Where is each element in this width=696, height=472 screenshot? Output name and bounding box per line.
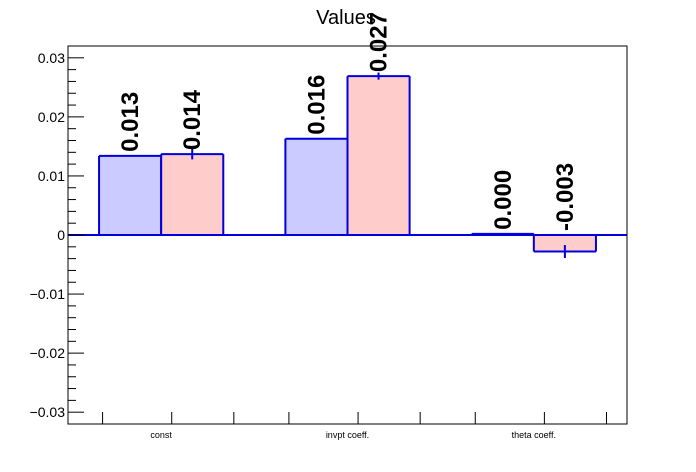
data-labels: 0.013 0.016 0.000 0.014 0.027 -0.003 — [117, 12, 579, 231]
data-label: 0.014 — [179, 89, 206, 150]
data-label: 0.000 — [490, 170, 517, 230]
y-tick-label: −0.01 — [30, 286, 66, 302]
y-tick-label: 0.01 — [38, 168, 65, 184]
y-tick-label: −0.03 — [30, 404, 66, 420]
y-tick-label: −0.02 — [30, 345, 66, 361]
y-tick-label: 0 — [57, 227, 65, 243]
bar — [161, 154, 224, 235]
bar — [285, 138, 348, 235]
data-label: 0.013 — [117, 92, 144, 152]
chart-title: Values — [316, 7, 376, 29]
x-category-label: theta coeff. — [512, 430, 556, 440]
bar — [347, 76, 410, 235]
data-label: -0.003 — [552, 163, 579, 231]
data-label: 0.027 — [366, 12, 393, 72]
x-category-label: const — [150, 430, 172, 440]
bars — [68, 72, 627, 259]
data-label: 0.016 — [303, 75, 330, 135]
axes: −0.03 −0.02 −0.01 0 0.01 0.02 0.03 const invpt c… — [30, 45, 628, 440]
x-category-label: invpt coeff. — [326, 430, 369, 440]
y-tick-label: 0.02 — [38, 109, 65, 125]
y-tick-label: 0.03 — [38, 50, 65, 66]
bar — [533, 235, 596, 252]
bar — [99, 155, 162, 235]
